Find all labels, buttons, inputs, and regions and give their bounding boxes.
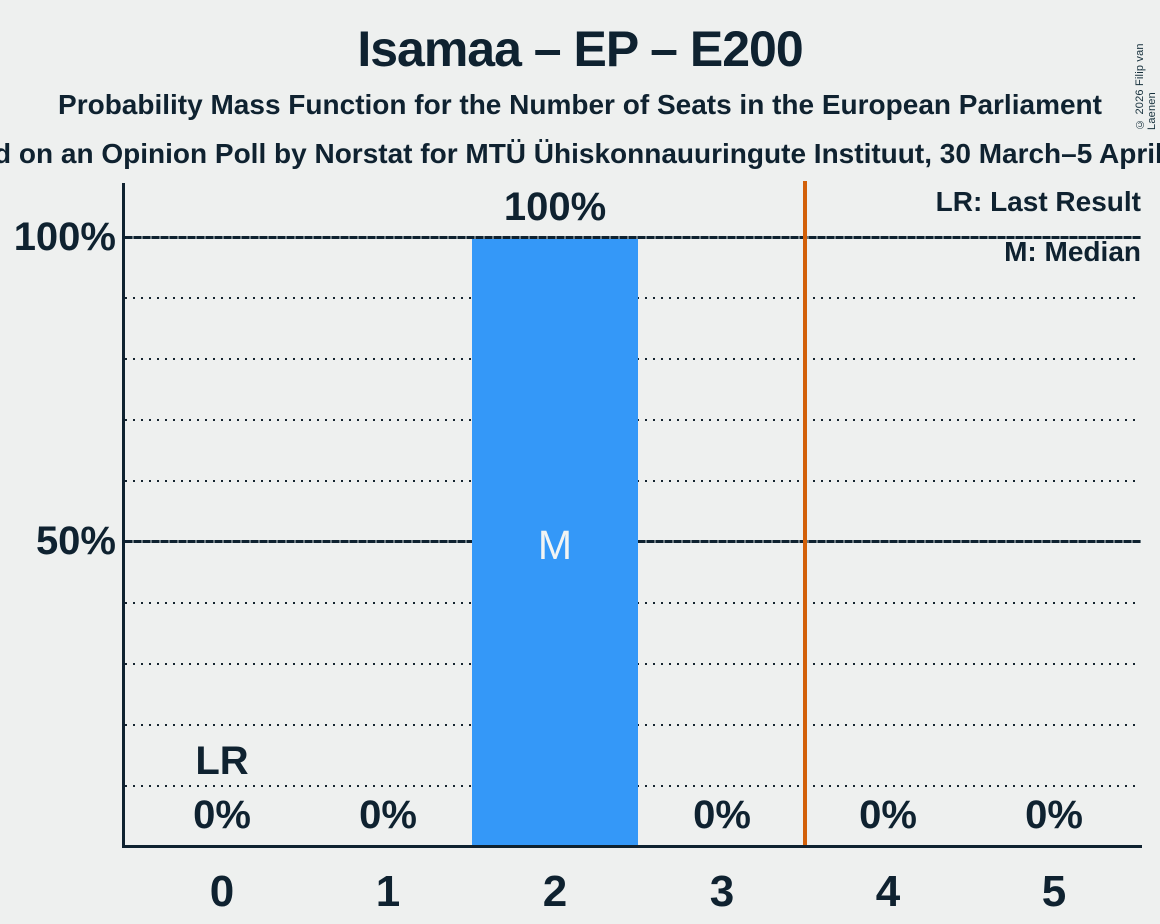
value-label-seat-1: 0% [359,793,417,837]
value-label-seat-3: 0% [693,793,751,837]
x-tick-label-2: 2 [542,867,568,916]
copyright-notice: © 2026 Filip van Laenen [1134,43,1158,130]
value-label-seat-0: 0% [193,793,251,837]
x-axis-line [122,845,1142,848]
value-label-seat-4: 0% [859,793,917,837]
last-result-annotation: LR [195,739,249,783]
x-tick-label-3: 3 [709,867,735,916]
median-marker-label: M [537,522,573,568]
legend-last-result: LR: Last Result [935,186,1141,217]
x-tick-label-5: 5 [1041,867,1067,916]
bar-value-label-seat-2: 100% [503,185,607,229]
value-label-seat-5: 0% [1025,793,1083,837]
x-tick-label-4: 4 [875,867,901,916]
probability-bar-seat-2 [472,239,638,845]
last-result-line [803,181,807,845]
y-tick-label-100: 100% [13,215,116,259]
y-axis-line [122,183,125,848]
source-line: Based on an Opinion Poll by Norstat for … [0,138,1160,169]
gridline-100pct [125,236,1141,239]
legend-median: M: Median [1004,236,1141,267]
chart-title: Isamaa – EP – E200 [357,21,803,77]
y-tick-label-50: 50% [35,519,116,563]
chart-subtitle: Probability Mass Function for the Number… [58,89,1102,120]
x-tick-label-1: 1 [375,867,401,916]
x-tick-label-0: 0 [209,867,235,916]
